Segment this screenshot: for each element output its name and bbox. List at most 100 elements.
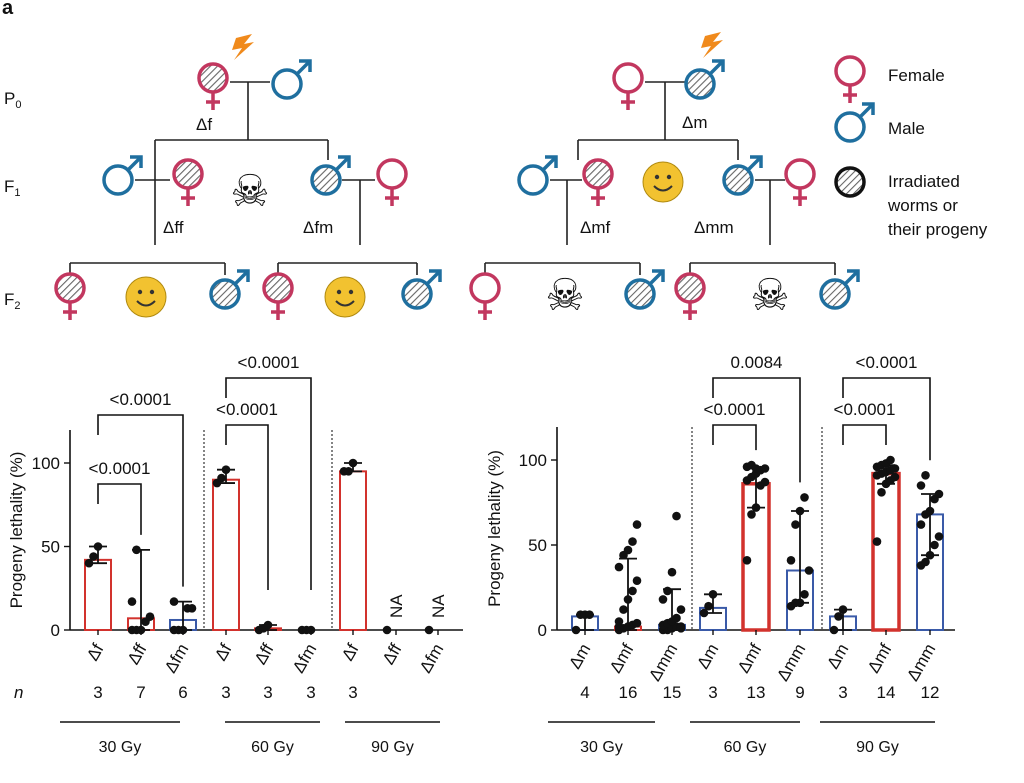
x-tick-label: Δfm bbox=[416, 641, 448, 677]
smiley-mouth bbox=[653, 185, 673, 192]
pedigree-lines bbox=[69, 81, 836, 275]
female-circle bbox=[172, 158, 204, 190]
data-point bbox=[658, 595, 668, 604]
n-value: 3 bbox=[263, 683, 272, 702]
data-point bbox=[127, 597, 137, 606]
y-tick-label: 0 bbox=[51, 621, 60, 640]
lightning-icon bbox=[701, 32, 723, 58]
x-tick-label: Δmm bbox=[645, 641, 681, 685]
data-point bbox=[344, 467, 353, 476]
smiley-icon bbox=[125, 276, 167, 318]
x-tick-label: Δm bbox=[693, 641, 722, 673]
data-point bbox=[623, 595, 633, 604]
group-label: 60 Gy bbox=[724, 739, 767, 756]
data-point bbox=[667, 567, 677, 577]
group-label: 90 Gy bbox=[856, 739, 899, 756]
female-symbol-icon bbox=[262, 272, 294, 320]
data-point bbox=[921, 471, 930, 480]
label-delta-mf: Δmf bbox=[580, 218, 611, 237]
generation-labels: P0 F1 F2 bbox=[4, 89, 21, 312]
data-point bbox=[916, 520, 926, 529]
female-cross bbox=[63, 302, 77, 320]
skull-crossbones-icon: ☠ bbox=[230, 166, 269, 217]
bar bbox=[339, 470, 367, 631]
female-circle bbox=[834, 55, 866, 87]
male-arrow bbox=[746, 155, 763, 172]
data-point bbox=[890, 472, 900, 482]
legend-male-icon bbox=[834, 102, 875, 143]
data-point bbox=[934, 489, 944, 499]
data-point bbox=[614, 562, 624, 572]
group-label: 30 Gy bbox=[99, 739, 142, 756]
label-delta-ff: Δff bbox=[163, 218, 184, 237]
y-tick-label: 100 bbox=[32, 454, 60, 473]
x-tick-label: Δm bbox=[823, 641, 852, 673]
na-annotation: NA bbox=[387, 594, 406, 618]
n-value: 13 bbox=[747, 683, 766, 702]
data-point bbox=[800, 493, 809, 502]
x-tick-label: Δm bbox=[565, 641, 594, 673]
data-point bbox=[585, 610, 594, 619]
male-circle bbox=[271, 68, 303, 100]
data-point bbox=[145, 612, 155, 621]
n-value: 3 bbox=[306, 683, 315, 702]
n-value: 4 bbox=[580, 683, 589, 702]
significance-bracket bbox=[225, 377, 312, 590]
female-circle bbox=[674, 272, 706, 304]
male-arrow bbox=[126, 155, 143, 172]
female-circle bbox=[784, 158, 816, 190]
male-circle bbox=[517, 164, 549, 196]
female-circle bbox=[54, 272, 86, 304]
smiley-eye bbox=[336, 289, 342, 295]
male-circle bbox=[624, 278, 656, 310]
female-symbol-icon bbox=[582, 158, 614, 206]
p-value-label: <0.0001 bbox=[216, 400, 278, 419]
female-cross bbox=[793, 188, 807, 206]
data-point bbox=[760, 477, 770, 487]
bar bbox=[212, 478, 240, 632]
data-point bbox=[169, 597, 179, 606]
data-point bbox=[619, 605, 628, 614]
data-point bbox=[632, 618, 642, 628]
n-value: 3 bbox=[708, 683, 717, 702]
data-point bbox=[424, 625, 434, 635]
n-value: 3 bbox=[93, 683, 102, 702]
data-point bbox=[829, 625, 839, 635]
female-symbol-icon bbox=[674, 272, 706, 320]
significance-bracket bbox=[225, 424, 269, 590]
female-circle bbox=[262, 272, 294, 304]
data-point bbox=[93, 542, 103, 551]
male-arrow bbox=[648, 269, 665, 286]
y-tick-label: 0 bbox=[538, 621, 547, 640]
data-point bbox=[623, 545, 633, 555]
female-symbol-icon bbox=[784, 158, 816, 206]
data-point bbox=[751, 464, 761, 473]
data-point bbox=[614, 622, 624, 631]
gen-label-p0: P0 bbox=[4, 89, 21, 111]
data-point bbox=[786, 556, 796, 565]
data-point bbox=[925, 550, 935, 560]
data-point bbox=[132, 545, 141, 555]
data-point bbox=[930, 540, 939, 550]
data-point bbox=[676, 605, 686, 614]
legend: Female Male Irradiated worms or their pr… bbox=[887, 66, 988, 239]
smiley-eye bbox=[137, 289, 143, 295]
x-tick-label: Δff bbox=[124, 640, 151, 667]
significance-bracket bbox=[842, 377, 931, 461]
label-delta-mm: Δmm bbox=[694, 218, 734, 237]
data-point bbox=[916, 481, 926, 490]
p-value-label: 0.0084 bbox=[731, 353, 783, 372]
x-tick-label: Δfm bbox=[289, 641, 321, 677]
female-cross bbox=[181, 188, 195, 206]
skull-crossbones-icon: ☠ bbox=[545, 270, 584, 321]
smiley-icon bbox=[642, 161, 684, 203]
smiley-face bbox=[125, 276, 167, 318]
female-symbol-icon bbox=[469, 272, 501, 320]
x-tick-label: Δff bbox=[379, 640, 406, 667]
x-tick-label: Δf bbox=[211, 640, 236, 664]
male-circle bbox=[834, 111, 866, 143]
gen-label-f1: F1 bbox=[4, 177, 21, 199]
na-annotation: NA bbox=[429, 594, 448, 618]
male-symbol-icon bbox=[722, 155, 763, 196]
